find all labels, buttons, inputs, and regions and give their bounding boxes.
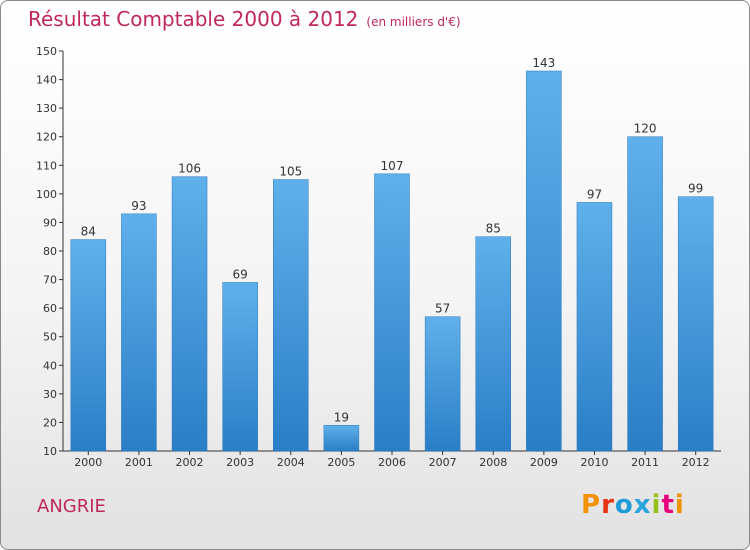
logo-letter: r bbox=[601, 490, 615, 520]
x-tick-label: 2004 bbox=[277, 456, 305, 469]
bar-value-label: 99 bbox=[688, 182, 703, 196]
y-tick-label: 20 bbox=[43, 416, 57, 429]
bar bbox=[70, 239, 107, 452]
x-tick-label: 2002 bbox=[176, 456, 204, 469]
y-tick-label: 150 bbox=[36, 45, 57, 58]
bar bbox=[576, 202, 613, 452]
x-tick-label: 2000 bbox=[74, 456, 102, 469]
y-tick-label: 130 bbox=[36, 102, 57, 115]
bar-value-label: 84 bbox=[81, 225, 96, 239]
y-tick-label: 30 bbox=[43, 388, 57, 401]
bar-value-label: 105 bbox=[279, 165, 302, 179]
commune-name: ANGRIE bbox=[37, 496, 106, 517]
bar-value-label: 97 bbox=[587, 187, 602, 201]
bar-value-label: 57 bbox=[435, 302, 450, 316]
y-tick-label: 50 bbox=[43, 331, 57, 344]
bar-value-label: 85 bbox=[486, 222, 501, 236]
y-tick-label: 10 bbox=[43, 445, 57, 458]
logo-letter: o bbox=[614, 490, 634, 520]
bar bbox=[374, 173, 410, 452]
chart-title: Résultat Comptable 2000 à 2012 (en millie… bbox=[28, 7, 461, 31]
x-tick-label: 2012 bbox=[682, 456, 710, 469]
bar bbox=[424, 316, 461, 452]
bar-value-label: 120 bbox=[634, 122, 657, 136]
bar bbox=[222, 282, 258, 452]
y-tick-label: 90 bbox=[43, 216, 57, 229]
bar bbox=[273, 179, 309, 452]
bar-value-label: 106 bbox=[178, 162, 201, 176]
x-tick-label: 2010 bbox=[580, 456, 608, 469]
y-tick-label: 40 bbox=[43, 359, 57, 372]
y-tick-label: 80 bbox=[43, 245, 57, 258]
y-tick-label: 120 bbox=[36, 131, 57, 144]
bar-value-label: 93 bbox=[131, 199, 146, 213]
x-tick-label: 2009 bbox=[530, 456, 558, 469]
y-tick-label: 110 bbox=[36, 159, 57, 172]
chart-title-text: Résultat Comptable 2000 à 2012 bbox=[28, 7, 359, 31]
logo-letter: i bbox=[674, 490, 685, 520]
x-tick-label: 2007 bbox=[429, 456, 457, 469]
y-tick-label: 70 bbox=[43, 274, 57, 287]
bar bbox=[323, 425, 360, 452]
logo-letter: x bbox=[633, 490, 652, 520]
chart-subtitle: (en milliers d'€) bbox=[366, 15, 461, 29]
logo-letter: P bbox=[581, 490, 602, 520]
x-tick-label: 2001 bbox=[125, 456, 153, 469]
bar bbox=[475, 236, 511, 452]
bar-value-label: 143 bbox=[532, 56, 555, 70]
y-tick-label: 60 bbox=[43, 302, 57, 315]
logo-letter: i bbox=[651, 490, 662, 520]
bar bbox=[121, 213, 157, 452]
bar-value-label: 107 bbox=[381, 159, 404, 173]
bar-value-label: 19 bbox=[334, 410, 349, 424]
x-tick-label: 2005 bbox=[327, 456, 355, 469]
x-tick-label: 2003 bbox=[226, 456, 254, 469]
x-tick-label: 2011 bbox=[631, 456, 659, 469]
x-tick-label: 2008 bbox=[479, 456, 507, 469]
y-tick-label: 140 bbox=[36, 74, 57, 87]
logo-letter: t bbox=[661, 490, 675, 520]
y-tick-label: 100 bbox=[36, 188, 57, 201]
bar bbox=[171, 176, 208, 452]
bar bbox=[677, 196, 714, 452]
bar-value-label: 69 bbox=[233, 267, 248, 281]
bar bbox=[526, 70, 562, 452]
bar bbox=[627, 136, 663, 452]
proxiti-logo: Proxiti bbox=[581, 490, 685, 520]
x-tick-label: 2006 bbox=[378, 456, 406, 469]
